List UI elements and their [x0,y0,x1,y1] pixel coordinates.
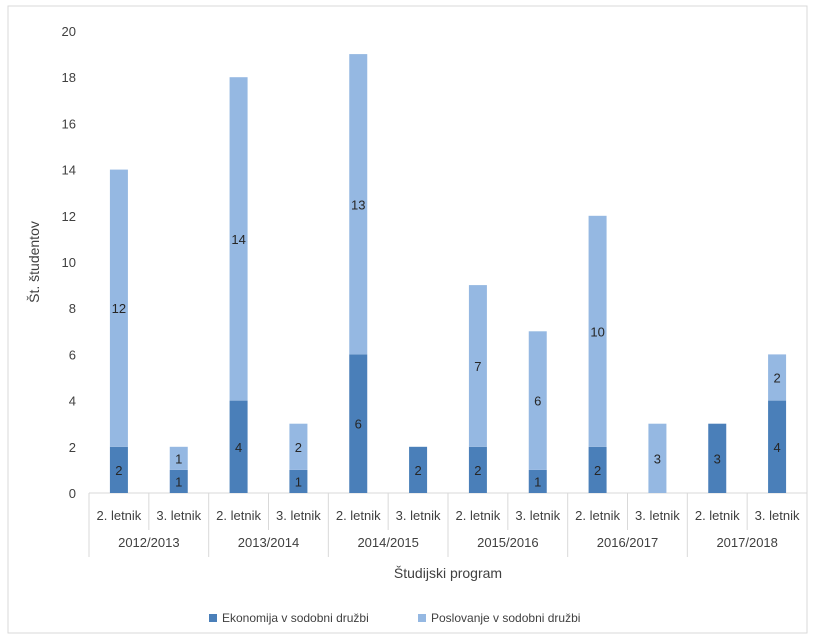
legend-swatch-poslovanje [418,614,426,622]
bar-segment-ekonomija [708,423,727,493]
y-tick-label: 2 [69,440,76,455]
data-label: 4 [773,440,780,455]
data-label: 2 [115,463,122,478]
data-label: 2 [295,440,302,455]
data-label: 3 [654,451,661,466]
x-group-label: 2012/2013 [118,535,179,550]
x-tick-label: 3. letnik [396,508,441,523]
data-label: 2 [773,371,780,386]
chart-frame [7,5,808,634]
bar-segment-poslovanje [109,169,128,447]
y-tick-label: 4 [69,394,76,409]
y-tick-label: 16 [62,116,76,131]
data-label: 12 [112,301,126,316]
x-tick-label: 3. letnik [156,508,201,523]
bar-segment-poslovanje [169,446,188,470]
legend-label-poslovanje: Poslovanje v sodobni družbi [431,611,580,625]
bar-segment-ekonomija [169,469,188,493]
x-group-label: 2016/2017 [597,535,658,550]
y-axis-title: Št. študentov [26,221,42,303]
data-label: 2 [474,463,481,478]
bar-segment-ekonomija [528,469,547,493]
y-tick-label: 20 [62,24,76,39]
data-label: 2 [594,463,601,478]
x-group-label: 2015/2016 [477,535,538,550]
x-tick-label: 2. letnik [216,508,261,523]
bar-segment-ekonomija [409,446,428,493]
data-label: 1 [534,474,541,489]
x-tick-label: 2. letnik [456,508,501,523]
x-tick-label: 3. letnik [515,508,560,523]
data-label: 1 [295,474,302,489]
data-label: 6 [534,394,541,409]
bar-segment-poslovanje [648,423,667,493]
bar-segment-poslovanje [289,423,308,470]
bar-segment-ekonomija [109,446,128,493]
bar-segment-ekonomija [468,446,487,493]
data-label: 14 [231,232,245,247]
y-tick-label: 12 [62,209,76,224]
y-tick-label: 14 [62,163,76,178]
data-label: 10 [590,324,604,339]
bar-segment-ekonomija [588,446,607,493]
bar-segment-poslovanje [468,285,487,447]
y-tick-label: 6 [69,347,76,362]
bar-segment-poslovanje [229,77,248,401]
bar-segment-poslovanje [768,354,787,401]
data-label: 13 [351,197,365,212]
bar-segment-ekonomija [289,469,308,493]
data-label: 1 [175,451,182,466]
bar-segment-poslovanje [528,331,547,470]
x-group-label: 2014/2015 [357,535,418,550]
data-label: 1 [175,474,182,489]
x-group-label: 2013/2014 [238,535,299,550]
x-group-label: 2017/2018 [716,535,777,550]
x-tick-label: 3. letnik [755,508,800,523]
data-label: 7 [474,359,481,374]
y-tick-label: 10 [62,255,76,270]
legend-label-ekonomija: Ekonomija v sodobni družbi [222,611,369,625]
bar-segment-ekonomija [349,354,368,493]
y-tick-label: 18 [62,70,76,85]
legend: Ekonomija v sodobni družbi Poslovanje v … [209,611,580,625]
x-tick-label: 2. letnik [575,508,620,523]
data-label: 4 [235,440,242,455]
x-tick-label: 3. letnik [635,508,680,523]
y-tick-label: 0 [69,486,76,501]
x-tick-label: 3. letnik [276,508,321,523]
data-label: 2 [414,463,421,478]
data-label: 6 [355,417,362,432]
legend-swatch-ekonomija [209,614,217,622]
x-tick-label: 2. letnik [695,508,740,523]
y-tick-label: 8 [69,301,76,316]
x-tick-label: 2. letnik [336,508,381,523]
x-tick-label: 2. letnik [97,508,142,523]
x-axis-title: Študijski program [394,565,502,581]
data-label: 3 [714,451,721,466]
bar-segment-ekonomija [229,400,248,493]
bar-segment-poslovanje [349,54,368,355]
bar-segment-poslovanje [588,215,607,447]
bar-segment-ekonomija [768,400,787,493]
